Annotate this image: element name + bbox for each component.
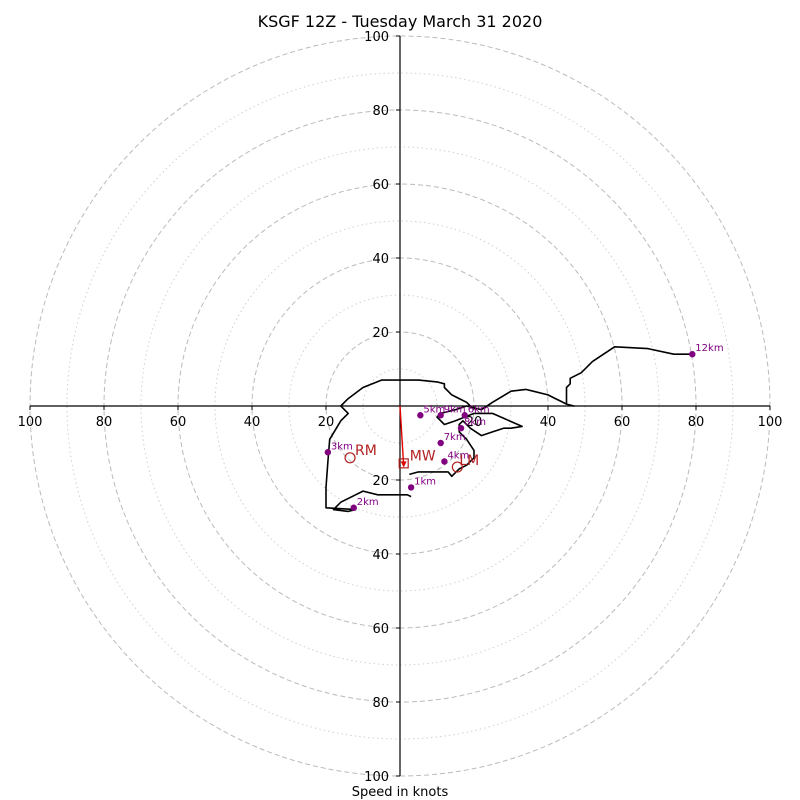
height-marker-label: 3km [331,441,353,452]
height-marker-point [437,439,444,447]
height-marker-point [417,412,424,419]
y-tick-label: 60 [372,178,389,193]
x-tick-label: 20 [466,415,483,430]
x-axis-label: Speed in knots [352,785,449,800]
y-tick-label: 80 [372,104,389,119]
tick-labels: 100 80 60 40 20 20 40 60 80 100 100 80 60 40 20 20 40 60 8… [18,30,783,785]
height-marker-label: 6km [468,404,490,415]
height-marker-label: 1km [414,476,436,487]
height-marker-label: 9km [444,404,466,415]
height-marker-point [407,484,415,491]
x-tick-label: 60 [170,415,187,430]
left-mover-marker [451,461,463,473]
storm-motion-markers: MW RM LM [344,405,479,473]
chart-title: KSGF 12Z - Tuesday March 31 2020 [258,12,543,31]
height-marker-point [457,425,465,432]
height-marker-label: 5km [423,404,445,415]
y-tick-label: 60 [372,622,389,637]
height-marker-label: 4km [447,451,469,462]
mean-wind-label: MW [410,448,436,464]
x-tick-label: 60 [614,415,631,430]
right-mover-label: RM [355,443,377,459]
height-marker-point [461,412,468,419]
y-tick-label: 40 [372,548,389,563]
x-tick-label: 100 [758,415,783,430]
y-tick-label: 20 [372,474,389,489]
height-markers: 1km 2km 3km 4km 5km 6km 7km 8km 9km 12km [324,343,724,511]
height-marker-label: 2km [357,497,379,508]
mean-wind-vector [399,405,405,467]
height-marker-label: 8km [464,417,486,428]
y-tick-label: 80 [372,696,389,711]
mean-wind-marker [398,458,409,469]
right-mover-marker [344,452,356,464]
y-tick-label: 40 [372,252,389,267]
height-marker-point [689,351,696,358]
x-tick-label: 40 [540,415,557,430]
y-tick-label: 100 [364,30,389,45]
x-tick-label: 80 [96,415,113,430]
x-tick-label: 80 [688,415,705,430]
height-marker-point [350,504,357,511]
x-tick-label: 40 [244,415,261,430]
left-mover-label: LM [459,453,479,469]
mean-wind-arrowhead [400,461,407,468]
x-tick-label: 20 [318,415,335,430]
y-tick-label: 100 [364,770,389,785]
height-marker-point [324,449,332,456]
height-marker-label: 12km [695,343,723,354]
height-marker-label: 7km [444,432,466,443]
y-tick-label: 20 [372,326,389,341]
height-marker-point [437,412,444,419]
x-tick-label: 100 [18,415,43,430]
hodograph-line-low-levels [325,379,471,513]
height-marker-point [441,458,448,465]
